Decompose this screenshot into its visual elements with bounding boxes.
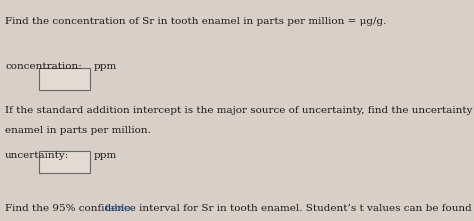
Text: uncertainty:: uncertainty:	[5, 151, 69, 160]
FancyBboxPatch shape	[39, 151, 90, 173]
Text: ppm: ppm	[93, 62, 117, 71]
Text: Find the 95% confidence interval for Sr in tooth enamel. Student’s t values can : Find the 95% confidence interval for Sr …	[5, 204, 474, 213]
Text: enamel in parts per million.: enamel in parts per million.	[5, 126, 151, 135]
Text: ppm: ppm	[93, 151, 117, 160]
FancyBboxPatch shape	[39, 68, 90, 90]
Text: If the standard addition intercept is the major source of uncertainty, find the : If the standard addition intercept is th…	[5, 106, 474, 115]
Text: concentration:: concentration:	[5, 62, 82, 71]
Text: Find the concentration of Sr in tooth enamel in parts per million = μg/g.: Find the concentration of Sr in tooth en…	[5, 17, 386, 26]
Text: table.: table.	[105, 204, 135, 213]
